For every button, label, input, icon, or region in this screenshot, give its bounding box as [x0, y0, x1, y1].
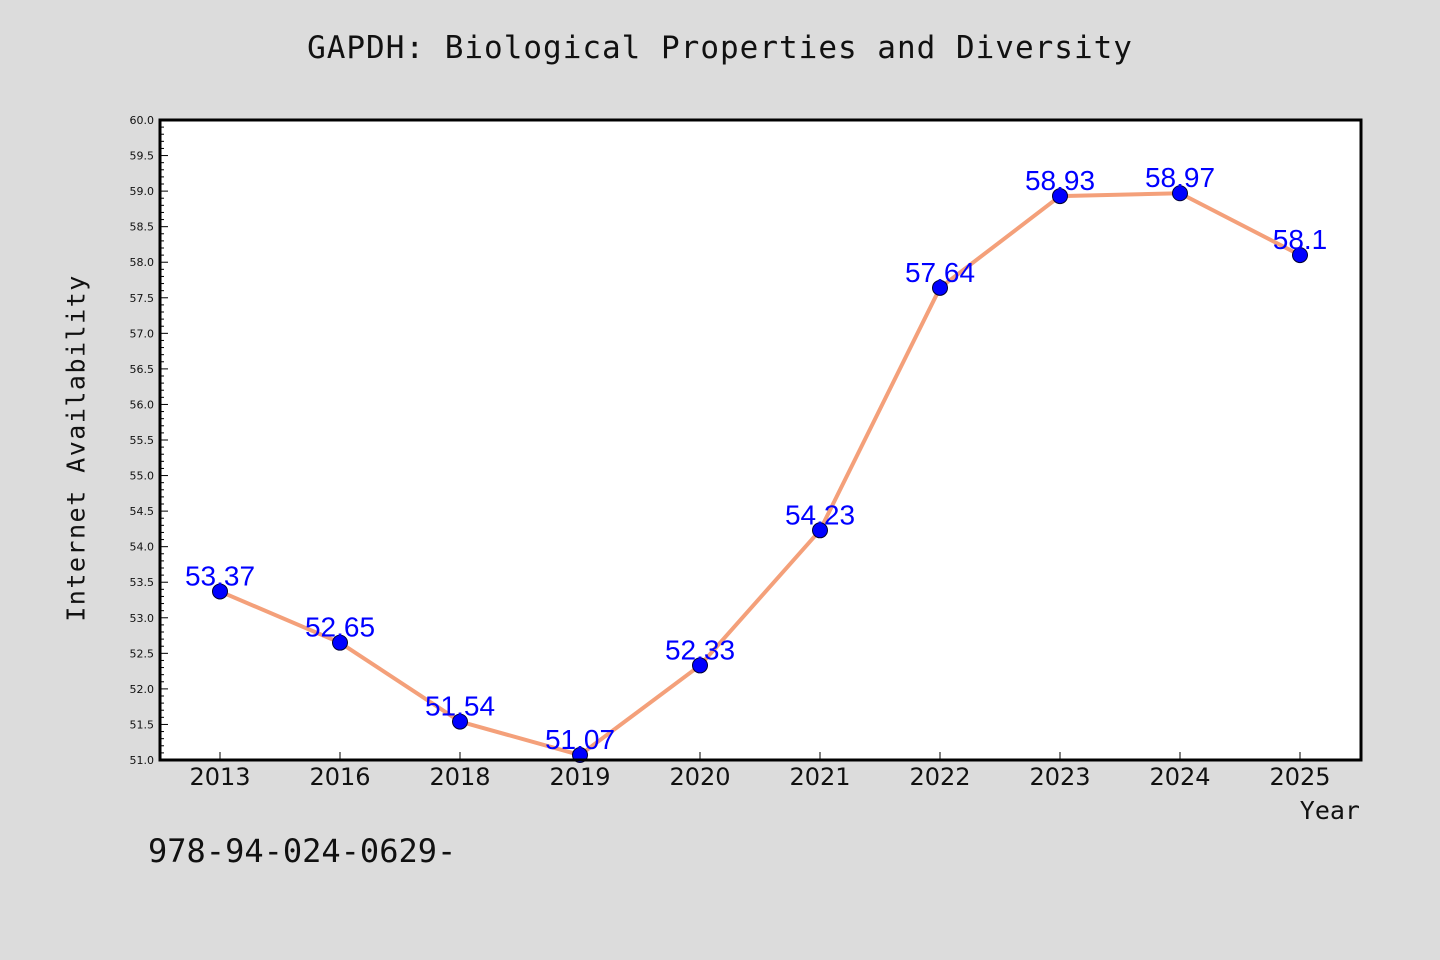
- data-label: 53.37: [185, 560, 255, 591]
- series-layer: 53.37 52.65 51.54 51.07 52.33 54.23 57.64 58.93…: [185, 162, 1328, 764]
- x-tick-label: 2021: [789, 763, 850, 791]
- data-point: [812, 522, 828, 539]
- x-tick-label: 2019: [549, 763, 610, 791]
- y-tick-label: 60.0: [130, 114, 155, 127]
- x-axis: 2013 2016 2018 2019 2020 2021 2022 2023 2024 2025: [189, 752, 1331, 791]
- footnote-text: 978-94-024-0629-: [148, 832, 457, 870]
- y-tick-label: 57.0: [130, 327, 155, 340]
- data-point: [332, 634, 348, 651]
- series-line: [218, 191, 1302, 758]
- data-point: [452, 713, 468, 730]
- data-label: 52.33: [665, 634, 735, 665]
- data-label: 51.07: [545, 724, 615, 755]
- y-tick-label: 56.0: [130, 398, 155, 411]
- y-tick-label: 59.5: [130, 150, 155, 163]
- x-tick-label: 2025: [1269, 763, 1330, 791]
- y-tick-label: 55.0: [130, 470, 155, 483]
- y-tick-label: 52.0: [130, 683, 155, 696]
- x-tick-label: 2024: [1149, 763, 1210, 791]
- y-tick-label: 58.5: [130, 221, 155, 234]
- y-tick-label: 55.5: [130, 434, 155, 447]
- plot-area: [160, 120, 1361, 760]
- data-label: 54.23: [785, 499, 855, 530]
- data-label: 58.97: [1145, 162, 1215, 193]
- y-tick-label: 54.5: [130, 505, 155, 518]
- data-point: [1052, 188, 1068, 205]
- y-axis: 51.0 51.5 52.0 52.5 53.0 53.5 54.0 54.5 55.0 55.5…: [130, 114, 168, 767]
- y-tick-label: 52.5: [130, 647, 155, 660]
- y-tick-label: 51.5: [130, 718, 155, 731]
- data-point: [692, 657, 708, 674]
- data-label: 58.93: [1025, 165, 1095, 196]
- data-label: 57.64: [905, 257, 975, 288]
- chart-title: GAPDH: Biological Properties and Diversi…: [307, 30, 1133, 66]
- y-tick-label: 59.0: [130, 185, 155, 198]
- data-point: [1292, 247, 1308, 264]
- x-tick-label: 2023: [1029, 763, 1090, 791]
- y-tick-label: 54.0: [130, 541, 155, 554]
- y-tick-label: 58.0: [130, 256, 155, 269]
- x-tick-label: 2013: [189, 763, 250, 791]
- y-tick-label: 53.0: [130, 612, 155, 625]
- x-tick-label: 2016: [309, 763, 370, 791]
- data-label: 51.54: [425, 691, 495, 722]
- data-point: [1172, 185, 1188, 202]
- y-tick-label: 53.5: [130, 576, 155, 589]
- y-tick-label: 51.0: [130, 754, 155, 767]
- data-point: [932, 279, 948, 296]
- data-label: 52.65: [305, 612, 375, 643]
- data-label: 58.1: [1273, 224, 1328, 255]
- x-tick-label: 2018: [429, 763, 490, 791]
- y-tick-label: 57.5: [130, 292, 155, 305]
- x-tick-label: 2022: [909, 763, 970, 791]
- y-tick-label: 56.5: [130, 363, 155, 376]
- plot-frame: [158, 118, 1363, 762]
- x-axis-label: Year: [1299, 796, 1360, 825]
- x-tick-label: 2020: [669, 763, 730, 791]
- data-point: [212, 583, 228, 600]
